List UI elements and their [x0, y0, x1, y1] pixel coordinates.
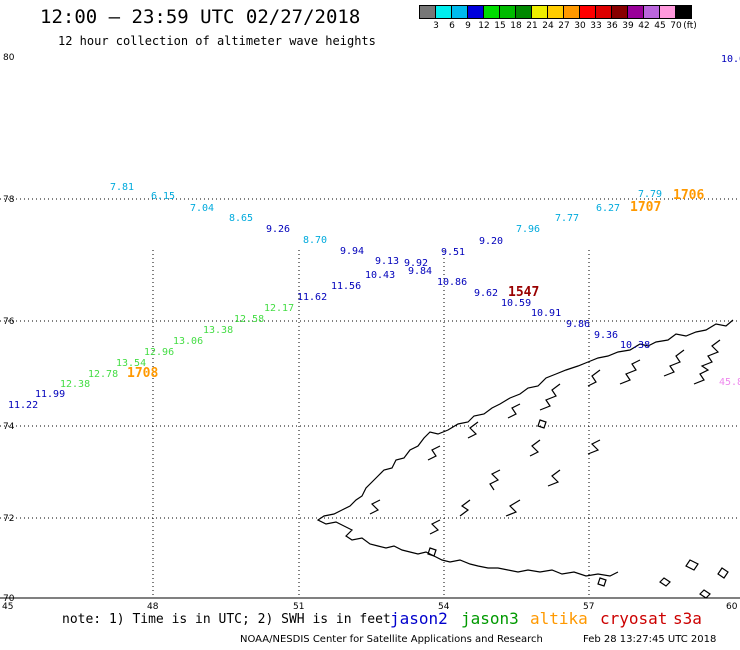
wave-height-label: 10.0 [721, 54, 740, 65]
wave-height-label: 13.06 [173, 336, 203, 347]
wave-height-label: 12.17 [264, 303, 294, 314]
wave-height-label: 12.96 [144, 347, 174, 358]
scale-label: 30 [574, 21, 586, 31]
scale-label: 39 [622, 21, 634, 31]
wave-height-label: 11.62 [297, 292, 327, 303]
latitude-label: 76 [3, 317, 15, 327]
legend-cryosat: cryosat [600, 609, 668, 628]
wave-height-label: 45.8 [719, 377, 740, 388]
wave-height-label: 6.27 [596, 203, 620, 214]
wave-height-label: 7.04 [190, 203, 214, 214]
wave-height-label: 7.77 [555, 213, 579, 224]
wave-height-observations: 7.81 6.15 7.04 8.65 9.26 8.70 9.94 9.13 9.92 9.51… [8, 54, 740, 411]
longitude-label: 54 [438, 602, 450, 612]
legend-s3a: s3a [673, 609, 702, 628]
scale-label: 12 [478, 21, 490, 31]
wave-height-label: 7.81 [110, 182, 134, 193]
scale-label: 70 [670, 21, 682, 31]
credit-line: NOAA/NESDIS Center for Satellite Applica… [240, 634, 543, 645]
latitude-label: 74 [3, 422, 15, 432]
longitude-label: 57 [583, 602, 594, 612]
wave-height-label: 10.86 [437, 277, 467, 288]
legend-altika: altika [530, 609, 588, 628]
latitude-label: 72 [3, 514, 14, 524]
scale-label: 24 [542, 21, 554, 31]
pass-time-label: 1707 [630, 200, 661, 215]
wave-height-label: 9.92 [404, 258, 428, 269]
wave-height-label: 9.94 [340, 246, 364, 257]
wave-height-label: 13.38 [203, 325, 233, 336]
scale-label: 3 [433, 21, 439, 31]
color-scale [419, 5, 692, 19]
latitude-label: 80 [3, 53, 15, 63]
wave-height-label: 9.13 [375, 256, 399, 267]
scale-label: 42 [638, 21, 650, 31]
scale-label: 6 [449, 21, 455, 31]
wave-height-label: 11.22 [8, 400, 38, 411]
map-subtitle: 12 hour collection of altimeter wave hei… [58, 34, 376, 48]
scale-label: 18 [510, 21, 522, 31]
scale-label: 36 [606, 21, 618, 31]
wave-height-label: 12.78 [88, 369, 118, 380]
scale-label: 15 [494, 21, 506, 31]
wave-height-label: 8.70 [303, 235, 327, 246]
map-title: 12:00 – 23:59 UTC 02/27/2018 [40, 6, 361, 28]
scale-label: 9 [465, 21, 471, 31]
latitude-label: 78 [3, 195, 15, 205]
generated-timestamp: Feb 28 13:27:45 UTC 2018 [583, 634, 717, 645]
scale-label: 27 [558, 21, 570, 31]
longitude-label: 60 [726, 602, 738, 612]
scale-label: 45 [654, 21, 666, 31]
wave-height-label: 9.26 [266, 224, 290, 235]
wave-height-label: 7.79 [638, 189, 662, 200]
wave-height-label: 10.43 [365, 270, 395, 281]
wave-height-label: 7.96 [516, 224, 540, 235]
footer-note: note: 1) Time is in UTC; 2) SWH is in fe… [62, 612, 391, 627]
wave-height-label: 11.56 [331, 281, 361, 292]
color-scale-labels: 3 6 9 12 15 18 21 24 27 30 33 36 39 42 45 70 (ft) [420, 21, 740, 35]
wave-height-label: 8.65 [229, 213, 253, 224]
longitude-label: 51 [293, 602, 304, 612]
wave-height-label: 6.15 [151, 191, 175, 202]
wave-height-label: 9.84 [408, 266, 432, 277]
wave-height-label: 9.86 [566, 319, 590, 330]
wave-height-label: 11.99 [35, 389, 65, 400]
wave-height-label: 10.59 [501, 298, 531, 309]
wave-height-label: 13.54 [116, 358, 146, 369]
pass-time-label: 1708 [127, 366, 158, 381]
scale-unit: (ft) [683, 21, 697, 31]
legend-jason3: jason3 [461, 609, 519, 628]
wave-height-label: 9.51 [441, 247, 465, 258]
pass-time-labels: 1706 1707 1547 1708 [127, 188, 704, 381]
wave-height-label: 12.38 [60, 379, 90, 390]
longitude-label: 45 [2, 602, 13, 612]
pass-time-label: 1706 [673, 188, 704, 203]
wave-height-label: 12.58 [234, 314, 264, 325]
wave-height-label: 9.62 [474, 288, 498, 299]
longitude-label: 48 [147, 602, 159, 612]
pass-time-label: 1547 [508, 285, 539, 300]
scale-swatch [675, 5, 692, 19]
coastline-greenland [316, 319, 734, 599]
wave-height-label: 9.36 [594, 330, 618, 341]
wave-height-label: 10.38 [620, 340, 650, 351]
wave-height-label: 10.91 [531, 308, 561, 319]
scale-label: 21 [526, 21, 538, 31]
scale-label: 33 [590, 21, 602, 31]
latitude-label: 70 [3, 594, 15, 604]
legend-jason2: jason2 [390, 609, 448, 628]
wave-height-label: 9.20 [479, 236, 503, 247]
